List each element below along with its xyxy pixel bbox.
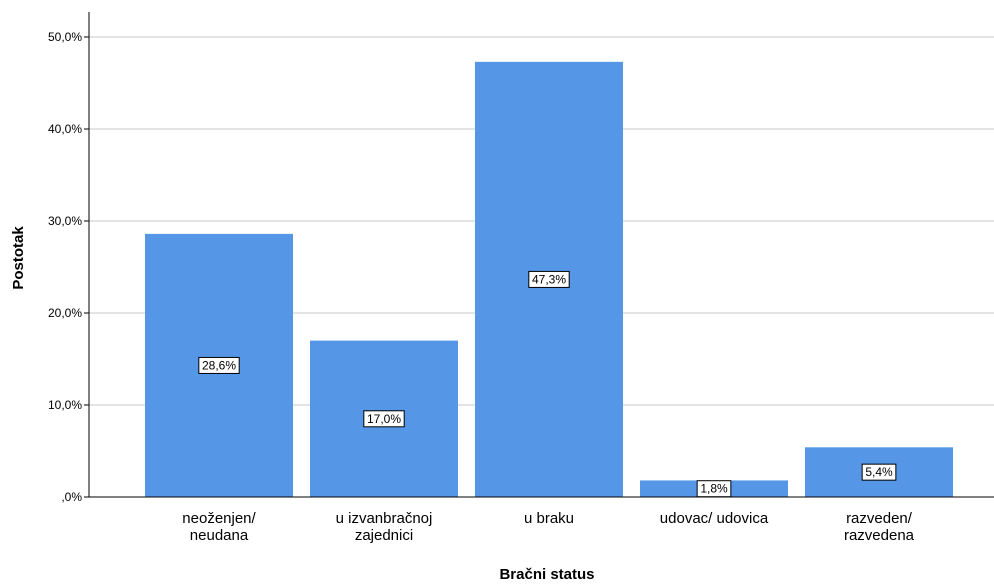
data-label-text: 47,3% [532,272,566,286]
data-label-text: 17,0% [367,412,401,426]
y-tick-labels: ,0% 10,0% 20,0% 30,0% 40,0% 50,0% [48,30,82,504]
data-label-box [861,463,897,481]
y-tick-label: 30,0% [48,214,82,228]
y-axis-title: Postotak [10,226,27,290]
data-label-text: 28,6% [202,358,236,372]
x-category-label: neoženjen/ [182,510,256,527]
axes [84,12,994,498]
data-label-box [696,480,732,498]
data-label: 28,6% [198,356,240,374]
x-category-label: udovac/ udovica [660,510,769,527]
x-category-labels: neoženjen/neudana u izvanbračnojzajednici… [182,510,914,544]
data-label: 47,3% [528,270,570,288]
x-axis-title: Bračni status [499,566,594,580]
data-label-text: 1,8% [700,482,728,496]
y-tick-label: ,0% [61,490,82,504]
x-category-label: razvedena [844,527,915,544]
y-tick-label: 10,0% [48,398,82,412]
data-label-box [363,410,405,428]
data-label-text: 5,4% [865,465,893,479]
data-label-box [528,270,570,288]
y-tick-label: 40,0% [48,122,82,136]
data-label: 17,0% [363,410,405,428]
x-category-label: neudana [190,527,249,544]
y-tick-label: 50,0% [48,30,82,44]
x-category-label: zajednici [355,527,413,544]
data-label: 5,4% [861,463,897,481]
data-label: 1,8% [696,480,732,498]
data-labels: 28,6% 17,0% 47,3% 1,8% 5,4% [198,270,897,498]
x-category-label: razveden/ [846,510,913,527]
data-label-box [198,356,240,374]
y-tick-label: 20,0% [48,306,82,320]
x-category-label: u izvanbračnoj [336,510,433,527]
x-category-label: u braku [524,510,574,527]
